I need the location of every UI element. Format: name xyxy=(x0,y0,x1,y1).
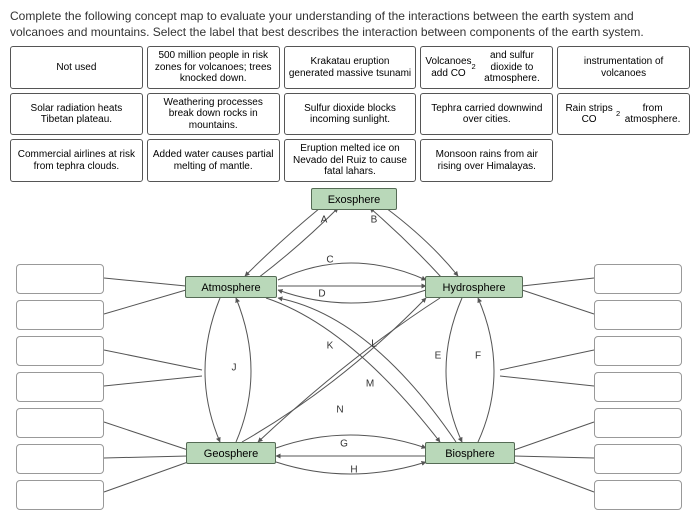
label-card[interactable]: Sulfur dioxide blocks incoming sunlight. xyxy=(284,93,417,136)
label-bank: Not used500 million people in risk zones… xyxy=(10,46,690,182)
label-card[interactable]: Solar radiation heats Tibetan plateau. xyxy=(10,93,143,136)
edge-label-K: K xyxy=(327,340,334,351)
drop-slot[interactable] xyxy=(594,264,682,294)
label-card[interactable]: Commercial airlines at risk from tephra … xyxy=(10,139,143,182)
label-card[interactable]: Monsoon rains from air rising over Himal… xyxy=(420,139,553,182)
label-card[interactable]: Not used xyxy=(10,46,143,89)
drop-slot[interactable] xyxy=(16,372,104,402)
drop-slot[interactable] xyxy=(594,444,682,474)
edge-label-L: L xyxy=(371,338,377,349)
edge-label-M: M xyxy=(366,378,374,389)
label-card[interactable]: Krakatau eruption generated massive tsun… xyxy=(284,46,417,89)
concept-map: Exosphere Atmosphere Hydrosphere Geosphere B… xyxy=(10,186,690,514)
label-card[interactable]: Rain strips CO2 from atmosphere. xyxy=(557,93,690,136)
drop-slot[interactable] xyxy=(594,372,682,402)
drop-slot[interactable] xyxy=(594,336,682,366)
drop-slot[interactable] xyxy=(16,444,104,474)
drop-slot[interactable] xyxy=(594,408,682,438)
drop-slot[interactable] xyxy=(16,336,104,366)
drop-slot[interactable] xyxy=(16,480,104,510)
drop-slot[interactable] xyxy=(16,300,104,330)
label-card[interactable]: Volcanoes add CO2 and sulfur dioxide to … xyxy=(420,46,553,89)
label-card[interactable]: Tephra carried downwind over cities. xyxy=(420,93,553,136)
edge-label-A: A xyxy=(321,214,328,225)
node-exosphere: Exosphere xyxy=(311,188,397,210)
edge-label-E: E xyxy=(435,350,442,361)
drop-slot[interactable] xyxy=(16,264,104,294)
edge-label-H: H xyxy=(350,464,357,475)
label-card[interactable]: 500 million people in risk zones for vol… xyxy=(147,46,280,89)
node-biosphere: Biosphere xyxy=(425,442,515,464)
edge-label-F: F xyxy=(475,350,481,361)
edge-label-G: G xyxy=(340,438,348,449)
label-card[interactable]: Eruption melted ice on Nevado del Ruiz t… xyxy=(284,139,417,182)
drop-slot[interactable] xyxy=(16,408,104,438)
edge-label-B: B xyxy=(371,214,378,225)
node-geosphere: Geosphere xyxy=(186,442,276,464)
label-card[interactable]: Added water causes partial melting of ma… xyxy=(147,139,280,182)
edge-label-J: J xyxy=(232,362,237,373)
instruction-text: Complete the following concept map to ev… xyxy=(10,8,690,40)
drop-slot[interactable] xyxy=(594,480,682,510)
node-atmosphere: Atmosphere xyxy=(185,276,277,298)
label-card[interactable]: Weathering processes break down rocks in… xyxy=(147,93,280,136)
edge-label-C: C xyxy=(326,254,333,265)
edge-label-N: N xyxy=(336,404,343,415)
node-hydrosphere: Hydrosphere xyxy=(425,276,523,298)
label-card[interactable]: instrumentation of volcanoes xyxy=(557,46,690,89)
drop-slot[interactable] xyxy=(594,300,682,330)
edge-label-D: D xyxy=(318,288,325,299)
